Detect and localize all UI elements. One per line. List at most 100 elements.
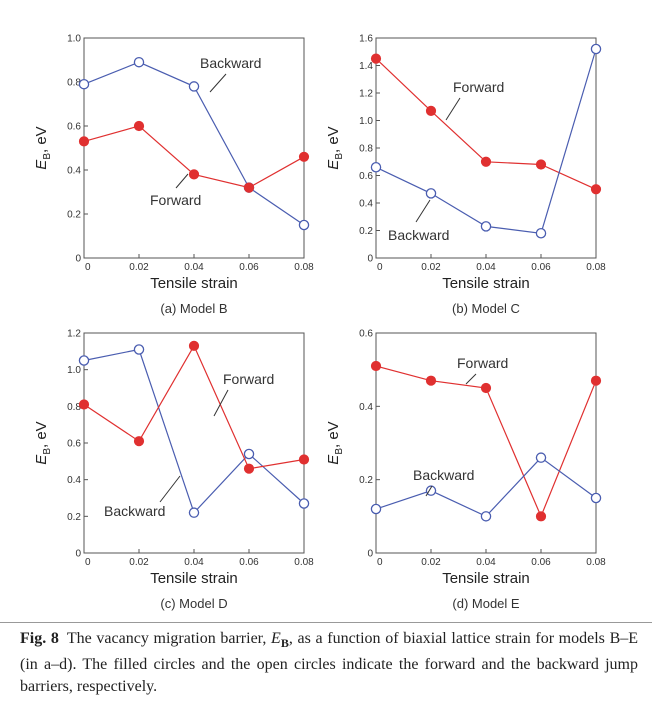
chart-panel-2: 0 0.02 0.04 0.06 0.08 0 0.2 0.4 0.6 0.8 1.0 1.2 Tens… — [33, 329, 314, 612]
data-point-backward — [133, 344, 145, 355]
data-point-forward — [370, 53, 382, 64]
y-tick-label: 0.2 — [359, 226, 373, 237]
caption-symbol: E — [271, 630, 281, 647]
y-tick-label: 1.0 — [67, 365, 81, 376]
y-tick-label: 1.2 — [67, 329, 81, 340]
data-point-forward — [590, 184, 602, 195]
y-tick-label: 1.6 — [359, 34, 373, 45]
x-tick-label: 0.02 — [421, 557, 441, 568]
x-tick-label: 0.04 — [184, 262, 204, 273]
x-tick-label: 0.04 — [476, 557, 496, 568]
y-tick-label: 0.8 — [67, 78, 81, 89]
data-point-forward — [78, 399, 90, 410]
x-tick-label: 0.08 — [294, 262, 314, 273]
x-tick-label: 0.06 — [239, 262, 259, 273]
annotation-label: Backward — [413, 467, 474, 483]
y-axis-unit: , eV — [33, 126, 50, 153]
annotation-leader — [209, 73, 227, 93]
data-point-backward — [188, 507, 200, 518]
y-tick-label: 0.4 — [67, 475, 81, 486]
figure-panels: 0 0.02 0.04 0.06 0.08 0 0.2 0.4 0.6 0.8 1.0 Tensile… — [33, 34, 606, 612]
y-tick-label: 1.2 — [359, 89, 373, 100]
data-point-forward — [425, 105, 437, 116]
y-axis-label: EB, eV — [325, 126, 345, 169]
series-line-backward — [375, 48, 597, 234]
annotation-leader — [425, 485, 433, 497]
series-annotation-backward: Backward — [104, 475, 181, 519]
data-point-backward — [535, 452, 547, 463]
annotation-leader — [159, 475, 181, 503]
annotation-leader — [465, 373, 477, 385]
y-tick-label: 0.4 — [359, 402, 373, 413]
x-tick-label: 0.06 — [531, 262, 551, 273]
series-annotation-forward: Forward — [213, 371, 274, 417]
figure-caption: Fig. 8 The vacancy migration barrier, EB,… — [0, 628, 652, 722]
y-tick-label: 0.8 — [67, 402, 81, 413]
data-point-backward — [590, 492, 602, 504]
data-point-backward — [425, 188, 437, 199]
y-axis-subscript: B — [42, 153, 53, 160]
caption-label: Fig. 8 — [20, 630, 59, 647]
y-tick-label: 0.4 — [67, 166, 81, 177]
series-annotation-forward: Forward — [457, 355, 508, 385]
y-axis-symbol: E — [33, 454, 50, 465]
y-axis-symbol: E — [325, 159, 342, 170]
x-axis-label: Tensile strain — [442, 570, 530, 587]
y-tick-label: 0.8 — [359, 144, 373, 155]
series-annotation-forward: Forward — [445, 79, 504, 121]
y-tick-label: 0 — [75, 549, 81, 560]
annotation-label: Forward — [453, 79, 504, 95]
x-tick-label: 0.02 — [129, 557, 149, 568]
y-tick-label: 0.2 — [67, 512, 81, 523]
data-point-forward — [133, 436, 145, 447]
x-axis-label: Tensile strain — [150, 570, 238, 587]
data-point-backward — [78, 355, 90, 366]
data-point-backward — [535, 227, 547, 239]
plot-frame — [83, 332, 305, 554]
x-tick-label: 0 — [85, 262, 91, 273]
y-axis-unit: , eV — [325, 421, 342, 448]
data-point-backward — [590, 43, 602, 55]
y-tick-label: 1.0 — [359, 116, 373, 127]
x-tick-label: 0.04 — [184, 557, 204, 568]
annotation-leader — [175, 173, 189, 189]
data-point-forward — [188, 340, 200, 351]
annotation-label: Backward — [388, 227, 449, 243]
data-point-backward — [480, 221, 492, 232]
series-annotation-backward: Backward — [388, 199, 449, 243]
x-axis-label: Tensile strain — [150, 275, 238, 292]
annotation-label: Backward — [200, 55, 261, 71]
data-point-forward — [133, 120, 145, 132]
x-tick-label: 0 — [377, 262, 383, 273]
y-axis-label: EB, eV — [325, 421, 345, 464]
annotation-label: Forward — [150, 192, 201, 208]
x-tick-label: 0.08 — [294, 557, 314, 568]
data-point-forward — [298, 454, 310, 465]
data-point-forward — [425, 375, 437, 386]
x-tick-label: 0 — [377, 557, 383, 568]
y-axis-subscript: B — [334, 153, 345, 160]
y-axis-unit: , eV — [33, 421, 50, 448]
x-tick-label: 0.02 — [421, 262, 441, 273]
annotation-leader — [445, 97, 461, 121]
x-tick-label: 0 — [85, 557, 91, 568]
data-point-forward — [480, 382, 492, 394]
y-tick-label: 0 — [367, 254, 373, 265]
data-point-backward — [480, 511, 492, 522]
caption-body: The vacancy migration barrier, EB, as a … — [20, 630, 639, 696]
y-axis-symbol: E — [325, 454, 342, 465]
chart-panel-0: 0 0.02 0.04 0.06 0.08 0 0.2 0.4 0.6 0.8 1.0 Tensile… — [33, 34, 314, 317]
x-tick-label: 0.06 — [531, 557, 551, 568]
data-point-forward — [243, 463, 255, 474]
y-tick-label: 0 — [75, 254, 81, 265]
chart-panel-3: 0 0.02 0.04 0.06 0.08 0 0.2 0.4 0.6 Tensile strai… — [325, 329, 606, 612]
y-axis-unit: , eV — [325, 126, 342, 153]
y-tick-label: 0.6 — [67, 439, 81, 450]
annotation-leader — [415, 199, 431, 223]
y-tick-label: 0 — [367, 549, 373, 560]
data-point-forward — [535, 511, 547, 522]
data-point-forward — [78, 136, 90, 147]
series-annotation-backward: Backward — [200, 55, 261, 93]
series-annotation-forward: Forward — [150, 173, 201, 208]
data-point-forward — [370, 360, 382, 372]
